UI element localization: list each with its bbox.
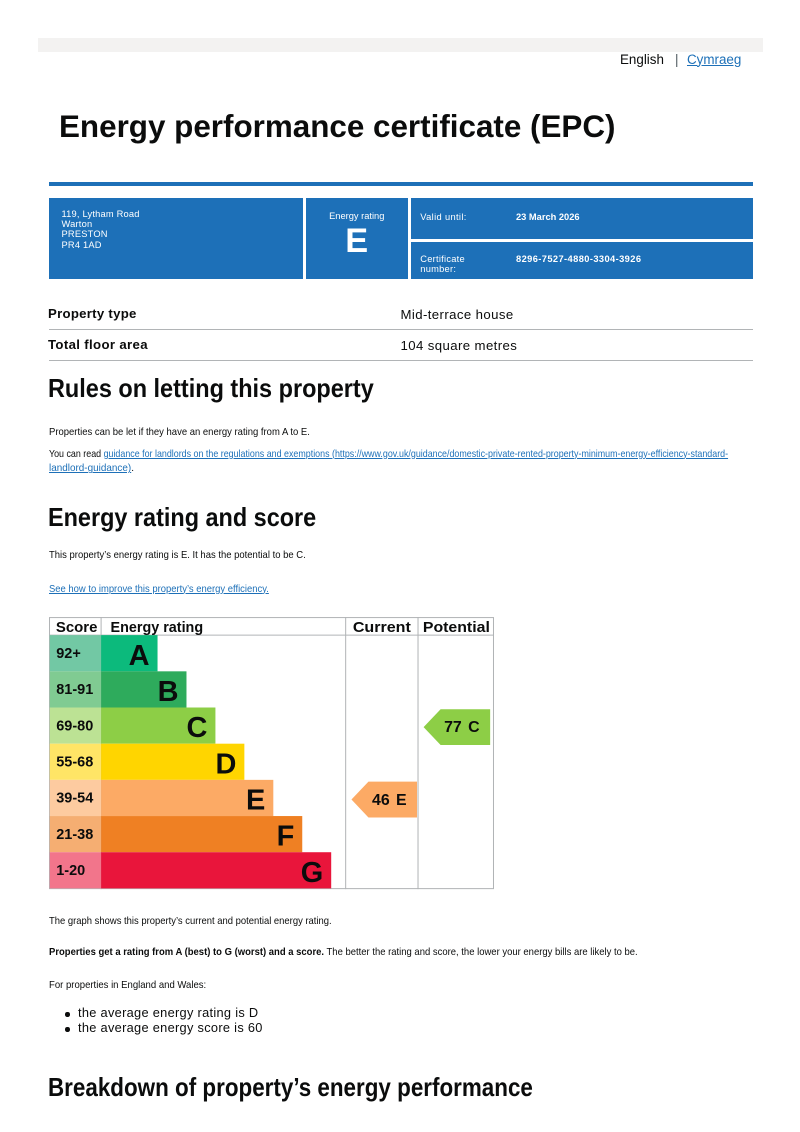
svg-text:77: 77 <box>444 719 462 736</box>
svg-text:F: F <box>277 821 295 853</box>
svg-text:G: G <box>301 857 324 889</box>
svg-text:E: E <box>246 785 265 817</box>
svg-text:C: C <box>187 713 208 745</box>
svg-text:E: E <box>396 793 407 810</box>
svg-text:A: A <box>129 640 150 672</box>
svg-text:46: 46 <box>372 793 390 810</box>
svg-text:81-91: 81-91 <box>56 683 93 699</box>
svg-text:92+: 92+ <box>56 646 81 662</box>
svg-text:B: B <box>158 676 179 708</box>
svg-text:39-54: 39-54 <box>56 791 93 807</box>
svg-text:Score: Score <box>56 619 98 636</box>
svg-text:21-38: 21-38 <box>56 827 93 843</box>
svg-text:55-68: 55-68 <box>56 755 93 771</box>
svg-text:C: C <box>468 719 480 736</box>
svg-text:Energy rating: Energy rating <box>111 619 204 636</box>
svg-text:D: D <box>216 749 237 781</box>
svg-text:1-20: 1-20 <box>56 863 85 879</box>
svg-text:Potential: Potential <box>423 619 490 636</box>
svg-text:Current: Current <box>353 619 411 636</box>
svg-text:69-80: 69-80 <box>56 719 93 735</box>
